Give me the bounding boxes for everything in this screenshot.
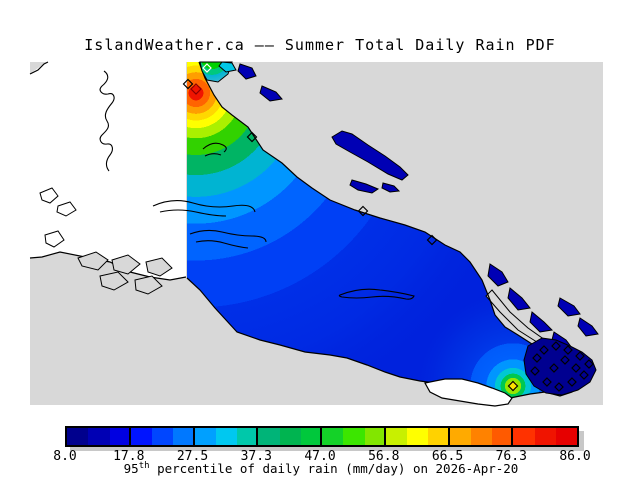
colorbar-segment bbox=[258, 428, 280, 445]
station-diamond bbox=[560, 355, 570, 365]
station-diamond bbox=[567, 377, 577, 387]
colorbar-segment bbox=[194, 428, 216, 445]
station-diamond bbox=[563, 345, 573, 355]
colorbar-tick-label: 66.5 bbox=[431, 449, 464, 464]
colorbar-segment bbox=[385, 428, 407, 445]
colorbar-segment bbox=[322, 428, 344, 445]
strait-islands bbox=[237, 63, 599, 349]
colorbar-segment bbox=[88, 428, 110, 445]
outer-island-f bbox=[577, 317, 599, 337]
colorbar-segment bbox=[364, 428, 386, 445]
colorbar-segment bbox=[67, 428, 89, 445]
colorbar-segment bbox=[109, 428, 131, 445]
station-diamond bbox=[182, 78, 194, 90]
colorbar-caption: 95th percentile of daily rain (mm/day) o… bbox=[0, 461, 640, 476]
colorbar-segment bbox=[237, 428, 259, 445]
station-diamond bbox=[530, 366, 540, 376]
colorbar-tick-label: 17.8 bbox=[113, 449, 145, 464]
station-diamond bbox=[549, 363, 559, 373]
colorbar-segment bbox=[492, 428, 514, 445]
colorbar-segment bbox=[152, 428, 174, 445]
coastline-topleft bbox=[29, 61, 49, 75]
station-diamond bbox=[575, 351, 585, 361]
plot-title: IslandWeather.ca —— Summer Total Daily R… bbox=[84, 36, 556, 54]
caption-superscript: th bbox=[138, 460, 150, 471]
colorbar-segment bbox=[513, 428, 535, 445]
colorbar-tick-label: 8.0 bbox=[53, 449, 77, 464]
station-diamond bbox=[246, 131, 258, 143]
gulf-island-b bbox=[507, 287, 531, 311]
coastline-west bbox=[29, 251, 187, 281]
station-diamond bbox=[571, 363, 581, 373]
archipelago-islets-gray bbox=[77, 251, 173, 295]
outer-island-e bbox=[557, 297, 581, 317]
victoria-station-diamond bbox=[507, 380, 519, 392]
colorbar-segment bbox=[555, 428, 577, 445]
station-markers bbox=[182, 63, 594, 392]
station-diamond bbox=[554, 382, 564, 392]
cyan-islet bbox=[218, 61, 237, 73]
caption-number: 95 bbox=[123, 461, 139, 476]
colorbar-segment bbox=[279, 428, 301, 445]
station-diamond bbox=[551, 341, 561, 351]
north-station-diamond bbox=[202, 63, 212, 73]
station-diamond bbox=[579, 370, 589, 380]
caption-text: percentile of daily rain (mm/day) on 202… bbox=[149, 461, 519, 476]
station-diamond bbox=[532, 353, 542, 363]
inlet-outlines bbox=[99, 70, 415, 300]
colorbar-tick-label: 76.3 bbox=[495, 449, 527, 464]
station-diamond bbox=[542, 377, 552, 387]
rain-hotspot-gradient bbox=[187, 62, 536, 399]
colorbar-segment bbox=[428, 428, 450, 445]
colorbar-tick-label: 56.8 bbox=[368, 449, 400, 464]
gulf-island-a bbox=[487, 263, 509, 287]
colorbar-segment bbox=[343, 428, 365, 445]
offshore-islets-white bbox=[39, 187, 77, 248]
colorbar-segment bbox=[130, 428, 152, 445]
colorbar-tick-label: 27.5 bbox=[176, 449, 209, 464]
south-tip-nodata-land bbox=[424, 378, 513, 407]
colorbar-segment bbox=[407, 428, 429, 445]
nodata-island-land bbox=[30, 62, 186, 280]
texada-island bbox=[331, 130, 409, 181]
hotspot-station-diamond bbox=[190, 83, 202, 95]
colorbar-segment bbox=[534, 428, 556, 445]
colorbar-tick-label: 86.0 bbox=[559, 449, 591, 464]
station-diamond bbox=[539, 345, 549, 355]
colorbar-tick-labels: 8.0 17.8 27.5 37.3 47.0 56.8 66.5 76.3 86.0 bbox=[53, 449, 590, 464]
station-diamond bbox=[584, 359, 594, 369]
colorbar-tick-label: 37.3 bbox=[240, 449, 272, 464]
colorbar-segment bbox=[173, 428, 195, 445]
colorbar-segment bbox=[470, 428, 492, 445]
station-diamond bbox=[357, 205, 369, 217]
colorbar-segment bbox=[449, 428, 471, 445]
colorbar-segment bbox=[300, 428, 322, 445]
station-diamond bbox=[426, 234, 438, 246]
colorbar bbox=[65, 426, 579, 447]
colorbar-tick-label: 47.0 bbox=[304, 449, 336, 464]
gulf-island-c bbox=[529, 311, 554, 333]
colorbar-segment bbox=[215, 428, 237, 445]
